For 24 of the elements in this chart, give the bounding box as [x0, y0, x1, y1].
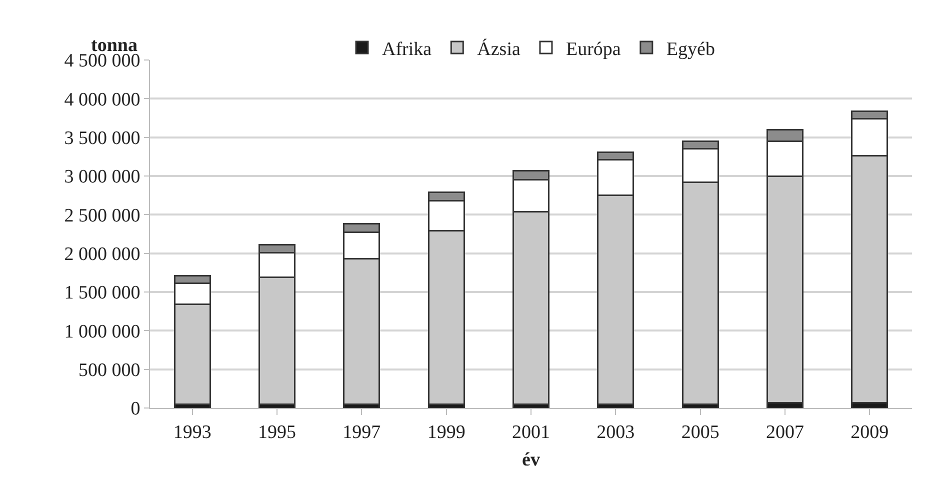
y-tick-label: 2 500 000 [64, 205, 140, 226]
legend-label: Európa [566, 38, 622, 60]
y-tick-label: 500 000 [78, 360, 140, 381]
y-tick-label: 4 500 000 [64, 50, 140, 72]
x-tick-label: 1999 [427, 422, 466, 443]
x-axis-title: év [522, 450, 540, 471]
x-tick-label: 2003 [596, 422, 635, 443]
y-tick-label: 2 000 000 [64, 244, 140, 265]
x-tick-label: 2005 [681, 422, 720, 443]
y-tick-label: 1 500 000 [64, 282, 140, 304]
y-tick-label: 4 000 000 [64, 89, 140, 110]
x-tick-label: 1993 [173, 422, 212, 443]
legend-label: Afrika [382, 38, 432, 60]
x-tick-label: 2007 [766, 422, 804, 443]
x-tick-label: 1997 [342, 422, 381, 443]
y-tick-label: 3 000 000 [64, 166, 140, 188]
x-tick-label: 1995 [258, 422, 296, 443]
y-tick-label: 1 000 000 [64, 321, 140, 342]
x-tick-label: 2001 [512, 422, 550, 443]
y-tick-label: 0 [130, 398, 140, 420]
legend-label: Ázsia [477, 38, 521, 60]
y-tick-label: 3 500 000 [64, 128, 140, 149]
legend-label: Egyéb [666, 38, 715, 60]
x-tick-label: 2009 [850, 422, 889, 443]
